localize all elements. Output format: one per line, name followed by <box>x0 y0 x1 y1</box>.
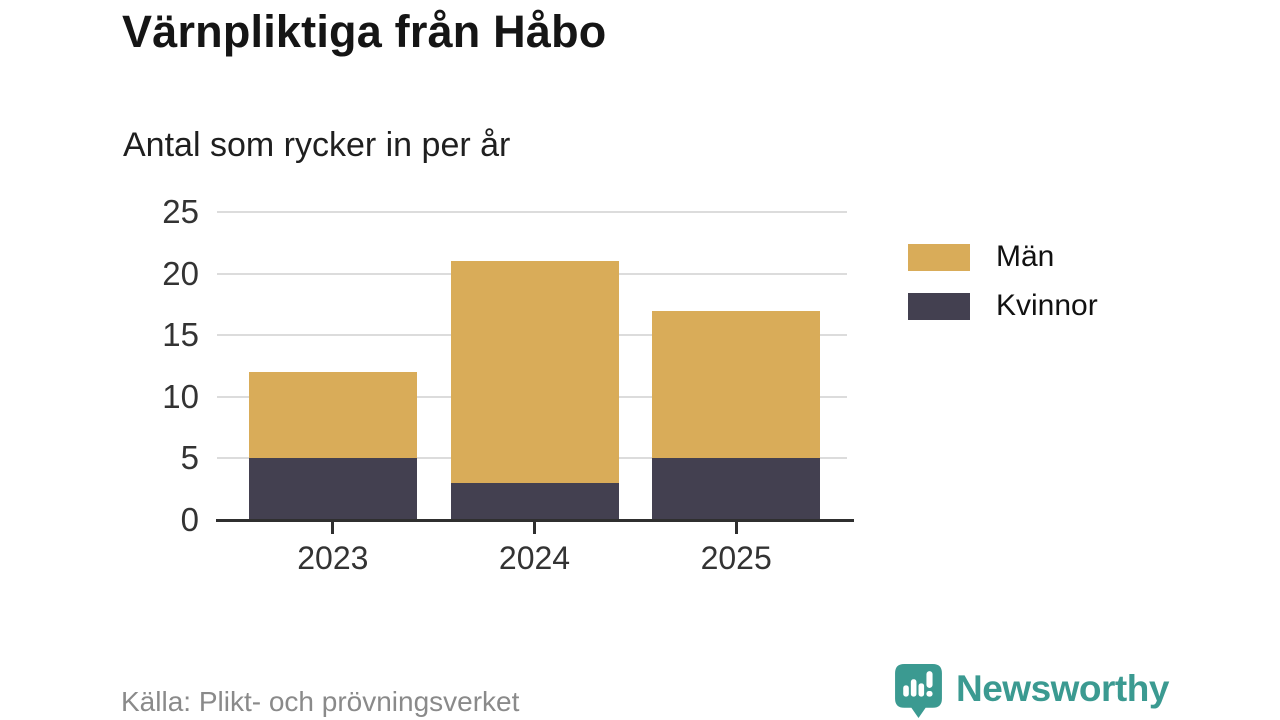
x-axis-tick <box>734 522 738 534</box>
bar-segment-series-1 <box>248 372 417 459</box>
chart-title: Värnpliktiga från Håbo <box>122 6 607 57</box>
legend-item-1: Kvinnor <box>908 291 1098 321</box>
legend-swatch-0 <box>908 243 970 271</box>
x-axis-line <box>216 519 854 522</box>
bar-segment-series-1 <box>450 261 619 484</box>
y-axis-tick-label: 25 <box>162 193 199 230</box>
legend-label-1: Kvinnor <box>996 289 1098 322</box>
x-axis-tick-label: 2023 <box>297 540 369 576</box>
y-axis-tick-label: 0 <box>180 501 199 538</box>
y-axis-tick-label: 15 <box>162 316 199 354</box>
y-axis-tick-label: 5 <box>180 439 199 477</box>
bar-segment-series-0 <box>248 458 417 520</box>
legend-label-0: Män <box>996 240 1055 273</box>
bar-segment-series-1 <box>652 310 821 459</box>
x-axis-tick-label: 2025 <box>700 540 772 576</box>
bar-segment-series-0 <box>652 458 821 520</box>
newsworthy-logo-icon <box>895 664 942 718</box>
bar-segment-series-0 <box>450 483 619 520</box>
y-axis-tick-label: 20 <box>162 254 199 292</box>
x-axis-tick-label: 2024 <box>498 540 571 576</box>
newsworthy-logo: Newsworthy <box>895 664 1169 718</box>
legend-item-0: Män <box>908 242 1098 272</box>
x-axis-tick <box>533 522 536 534</box>
y-axis-tick-label: 10 <box>162 377 199 415</box>
legend-swatch-1 <box>908 292 970 320</box>
chart-subtitle: Antal som rycker in per år <box>123 126 511 164</box>
gridline <box>217 211 847 213</box>
legend: Män Kvinnor <box>908 242 1098 321</box>
newsworthy-logo-text: Newsworthy <box>956 668 1169 709</box>
x-axis-tick <box>331 522 335 534</box>
source-text: Källa: Plikt- och prövningsverket <box>121 686 520 717</box>
